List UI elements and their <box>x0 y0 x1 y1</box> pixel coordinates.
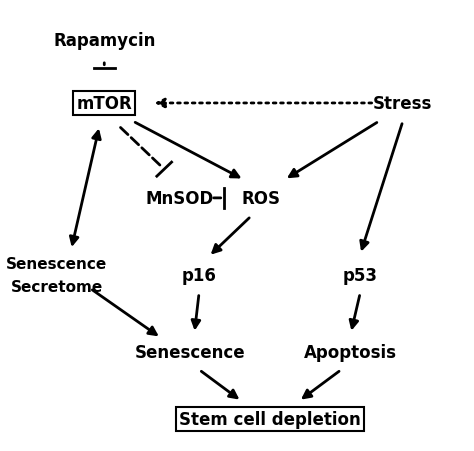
Text: Rapamycin: Rapamycin <box>53 32 155 50</box>
Text: ROS: ROS <box>241 189 280 207</box>
Text: Senescence: Senescence <box>134 343 245 361</box>
Text: MnSOD: MnSOD <box>146 189 214 207</box>
Text: Stem cell depletion: Stem cell depletion <box>179 410 361 428</box>
Text: Senescence: Senescence <box>6 256 108 272</box>
Text: mTOR: mTOR <box>76 95 132 113</box>
Text: p16: p16 <box>182 266 217 284</box>
Text: Secretome: Secretome <box>11 279 103 294</box>
Text: Apoptosis: Apoptosis <box>304 343 397 361</box>
Text: p53: p53 <box>343 266 378 284</box>
Text: Stress: Stress <box>373 95 433 113</box>
